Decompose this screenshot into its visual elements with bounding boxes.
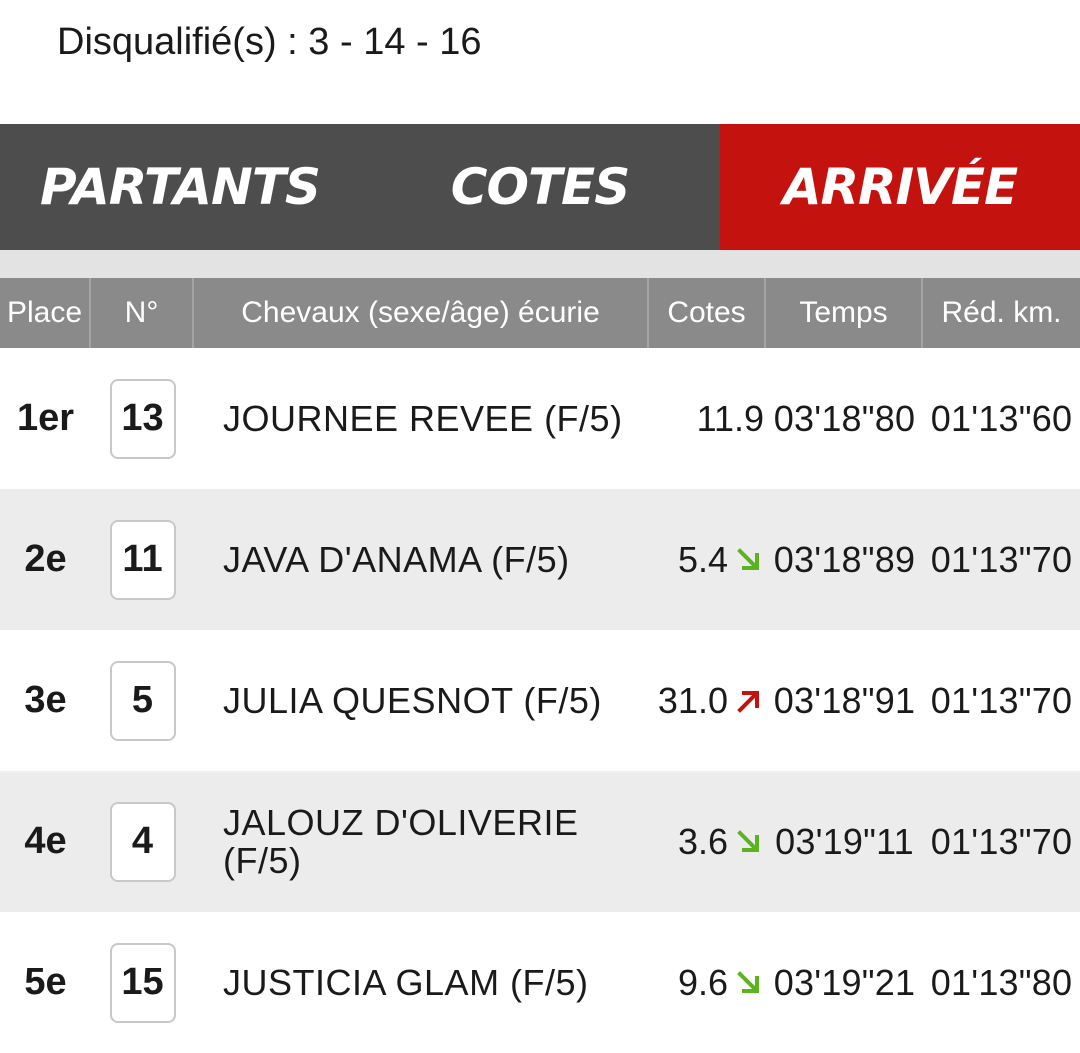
reduction-km-cell: 01'13"60 xyxy=(930,397,1073,439)
number-cell: 11 xyxy=(91,489,194,630)
tab-bar: PARTANTS COTES ARRIVÉE xyxy=(0,124,1080,262)
reduction-km-cell: 01'13"70 xyxy=(930,679,1073,721)
place-cell: 2e xyxy=(24,538,67,580)
column-header-odds: Cotes xyxy=(649,278,766,348)
column-header-time: Temps xyxy=(766,278,923,348)
horse-name-cell: JAVA D'ANAMA (F/5) xyxy=(223,538,570,580)
odds-value: 9.6 xyxy=(677,961,728,1003)
odds-trend-icon xyxy=(734,968,764,998)
separator-band xyxy=(0,250,1080,278)
odds-trend-icon xyxy=(734,545,764,575)
results-table-body: 1er 13 JOURNEE REVEE (F/5) 11.9 03'18"80… xyxy=(0,348,1080,1053)
column-header-reduction-km: Réd. km. xyxy=(941,296,1062,329)
time-cell: 03'19"11 xyxy=(775,820,914,862)
tab-cotes[interactable]: COTES xyxy=(360,124,720,250)
odds-value: 31.0 xyxy=(657,679,728,721)
reduction-km-cell: 01'13"70 xyxy=(930,538,1073,580)
reduction-km-cell: 01'13"70 xyxy=(930,820,1073,862)
odds-value: 5.4 xyxy=(677,538,728,580)
table-header: Place N° Chevaux (sexe/âge) écurie Cotes… xyxy=(0,278,1080,348)
tab-partants[interactable]: PARTANTS xyxy=(0,124,360,250)
place-cell: 4e xyxy=(24,820,67,862)
table-row[interactable]: 2e 11 JAVA D'ANAMA (F/5) 5.4 03'18"89 01… xyxy=(0,489,1080,630)
column-header-number: N° xyxy=(91,278,194,348)
odds-cell: 31.0 xyxy=(649,630,766,771)
number-cell: 4 xyxy=(91,771,194,912)
disqualified-text: Disqualifié(s) : 3 - 14 - 16 xyxy=(57,21,482,63)
column-header-horse: Chevaux (sexe/âge) écurie xyxy=(194,278,649,348)
horse-name-cell: JULIA QUESNOT (F/5) xyxy=(223,679,602,721)
odds-trend-icon xyxy=(734,686,764,716)
arrow-down-right-icon xyxy=(737,970,759,993)
odds-cell: 3.6 xyxy=(649,771,766,912)
horse-name-cell: JOURNEE REVEE (F/5) xyxy=(223,397,623,439)
table-row[interactable]: 1er 13 JOURNEE REVEE (F/5) 11.9 03'18"80… xyxy=(0,348,1080,489)
number-cell: 5 xyxy=(91,630,194,771)
table-row[interactable]: 5e 15 JUSTICIA GLAM (F/5) 9.6 03'19"21 0… xyxy=(0,912,1080,1053)
horse-number-badge: 11 xyxy=(109,519,176,600)
horse-name-cell: JUSTICIA GLAM (F/5) xyxy=(223,961,589,1003)
odds-trend-icon xyxy=(734,827,764,857)
number-cell: 13 xyxy=(91,348,194,489)
place-cell: 3e xyxy=(24,679,67,721)
place-cell: 5e xyxy=(24,961,67,1003)
time-cell: 03'18"91 xyxy=(773,679,916,721)
horse-number-badge: 5 xyxy=(109,660,176,741)
time-cell: 03'18"80 xyxy=(773,397,916,439)
tab-arrivee-label: ARRIVÉE xyxy=(782,158,1018,216)
odds-cell: 5.4 xyxy=(649,489,766,630)
time-cell: 03'18"89 xyxy=(773,538,916,580)
odds-cell: 9.6 xyxy=(649,912,766,1053)
place-cell: 1er xyxy=(16,397,75,439)
horse-number-badge: 4 xyxy=(109,801,176,882)
odds-value: 11.9 xyxy=(696,397,764,439)
time-cell: 03'19"21 xyxy=(773,961,916,1003)
odds-cell: 11.9 xyxy=(649,348,766,489)
tab-arrivee[interactable]: ARRIVÉE xyxy=(720,124,1080,262)
horse-name-cell: JALOUZ D'OLIVERIE (F/5) xyxy=(223,801,579,881)
reduction-km-cell: 01'13"80 xyxy=(930,961,1073,1003)
number-cell: 15 xyxy=(91,912,194,1053)
column-header-place: Place xyxy=(0,278,91,348)
table-row[interactable]: 3e 5 JULIA QUESNOT (F/5) 31.0 03'18"91 0… xyxy=(0,630,1080,771)
horse-number-badge: 13 xyxy=(109,378,176,459)
horse-number-badge: 15 xyxy=(109,942,176,1023)
arrow-down-right-icon xyxy=(737,547,759,570)
arrow-down-right-icon xyxy=(737,829,759,852)
odds-value: 3.6 xyxy=(677,820,728,862)
table-row[interactable]: 4e 4 JALOUZ D'OLIVERIE (F/5) 3.6 03'19"1… xyxy=(0,771,1080,912)
arrow-up-right-icon xyxy=(737,690,759,713)
